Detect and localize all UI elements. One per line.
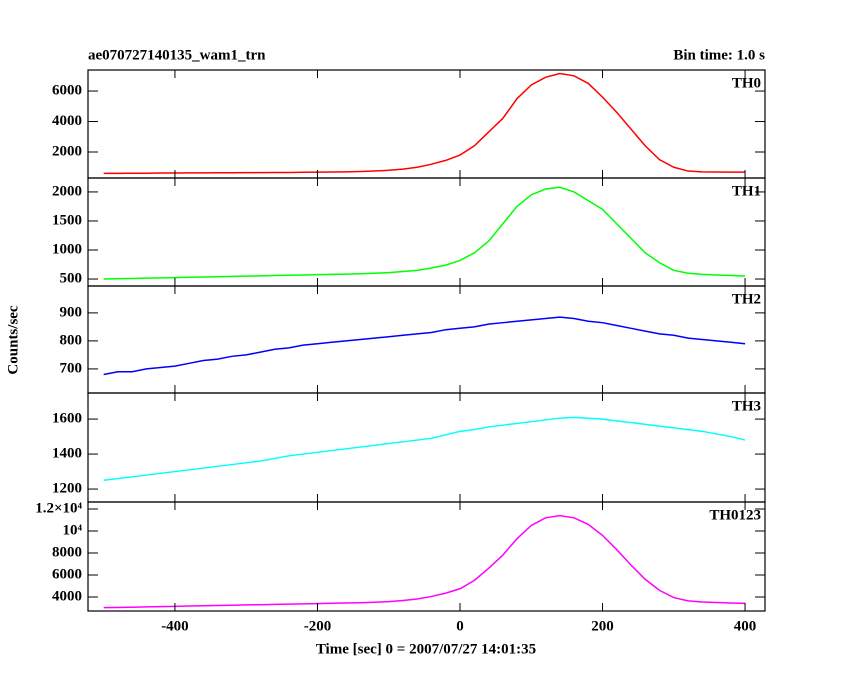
panel-frame (87, 177, 766, 287)
y-tick-label: 4000 (52, 113, 82, 129)
x-tick-label: 200 (591, 618, 614, 634)
x-tick-label: 0 (456, 618, 464, 634)
y-tick-label: 1200 (52, 480, 82, 496)
y-tick-label: 4000 (52, 588, 82, 604)
y-tick-label: 6000 (52, 566, 82, 582)
y-axis-label: Counts/sec (5, 305, 21, 375)
panel-label: TH0123 (709, 507, 761, 523)
panel-label: TH1 (732, 183, 761, 199)
y-tick-label: 1400 (52, 445, 82, 461)
y-tick-label: 8000 (52, 544, 82, 560)
data-line (103, 316, 746, 376)
data-line (103, 72, 746, 175)
y-tick-label: 500 (60, 270, 83, 286)
y-tick-label: 1.2×10⁴ (35, 500, 82, 516)
bin-time: Bin time: 1.0 s (673, 47, 765, 63)
y-tick-label: 6000 (52, 82, 82, 98)
x-axis-label: Time [sec] 0 = 2007/07/27 14:01:35 (316, 641, 536, 657)
x-tick-label: -200 (304, 618, 332, 634)
data-line (103, 514, 746, 609)
y-tick-label: 1500 (52, 212, 82, 228)
panel-frame (87, 501, 766, 612)
panel-label: TH2 (732, 291, 761, 307)
data-line (103, 186, 746, 280)
y-tick-label: 900 (60, 304, 83, 320)
y-tick-label: 800 (60, 332, 83, 348)
x-tick-label: 400 (734, 618, 757, 634)
y-tick-label: 10⁴ (63, 522, 83, 538)
y-tick-label: 2000 (52, 183, 82, 199)
panel-frame (87, 392, 766, 503)
y-tick-label: 1600 (52, 411, 82, 427)
panel-label: TH0 (732, 75, 761, 91)
panel-label: TH3 (732, 398, 761, 414)
data-line (103, 416, 746, 482)
y-tick-label: 2000 (52, 143, 82, 159)
x-tick-label: -400 (161, 618, 189, 634)
y-tick-label: 700 (60, 360, 83, 376)
panel-frame (87, 285, 766, 394)
y-tick-label: 1000 (52, 241, 82, 257)
chart-title: ae070727140135_wam1_trn (88, 47, 266, 63)
